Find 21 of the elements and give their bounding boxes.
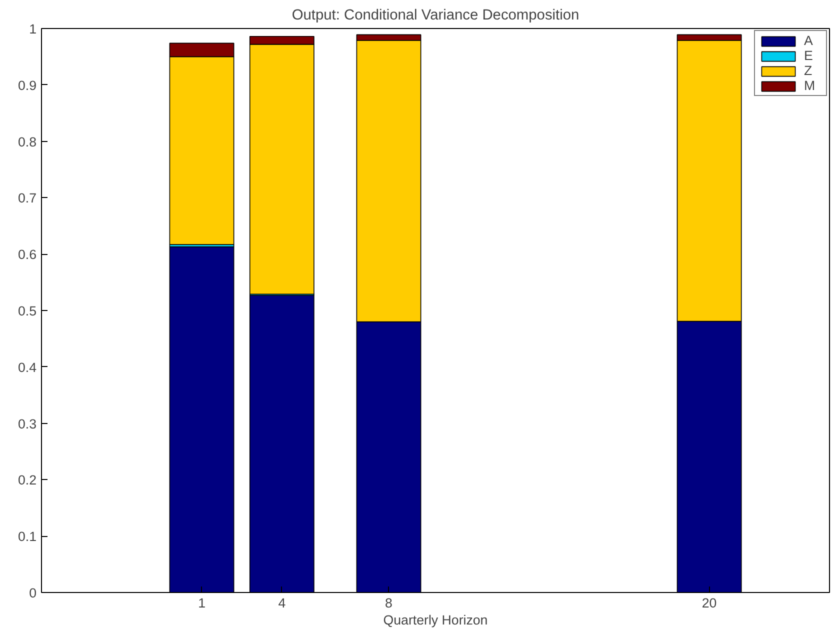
legend-label: E xyxy=(804,48,814,63)
x-tick-label: 4 xyxy=(278,596,286,610)
x-axis-title: Quarterly Horizon xyxy=(383,612,488,628)
y-tick-label: 0.4 xyxy=(18,360,38,375)
x-tick-label: 1 xyxy=(198,596,206,610)
legend-label: M xyxy=(804,78,816,93)
y-tick-label: 0.6 xyxy=(18,247,37,262)
y-tick-label: 0.8 xyxy=(18,134,37,150)
y-tick-label: 1 xyxy=(29,22,37,36)
y-tick-label: 0.9 xyxy=(18,78,37,93)
legend-label: Z xyxy=(804,63,814,78)
y-tick-label: 0.7 xyxy=(18,190,37,206)
x-tick-label: 8 xyxy=(385,596,392,610)
y-tick-label: 0.1 xyxy=(18,529,37,544)
x-tick-label: 20 xyxy=(702,596,717,610)
chart-title: Output: Conditional Variance Decomposition xyxy=(292,8,580,24)
y-tick-label: 0.3 xyxy=(18,416,37,432)
y-tick-label: 0.5 xyxy=(18,304,37,318)
y-tick-label: 0 xyxy=(29,586,37,600)
y-tick-label: 0.2 xyxy=(18,472,37,488)
legend-label: A xyxy=(804,33,814,48)
